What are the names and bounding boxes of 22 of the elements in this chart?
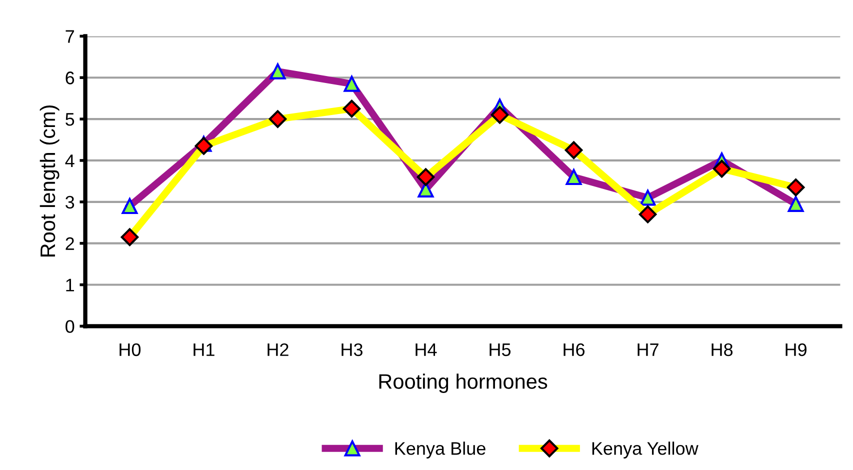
- y-axis-title: Root length (cm): [40, 105, 60, 256]
- y-tick-label: 2: [66, 237, 74, 250]
- x-tick-label: H5: [490, 344, 511, 356]
- x-tick-label: H8: [712, 343, 733, 356]
- y-tick-label: 7: [66, 30, 74, 43]
- x-axis-title: Rooting hormones: [379, 374, 548, 393]
- y-tick-label: 6: [66, 72, 74, 84]
- x-tick-label: H7: [638, 344, 658, 356]
- x-tick-label: H3: [342, 343, 362, 356]
- legend-label: Kenya Blue: [395, 442, 486, 458]
- x-tick-label: H1: [194, 344, 214, 356]
- x-tick-label: H0: [120, 343, 141, 356]
- y-tick-label: 5: [66, 113, 74, 126]
- y-tick-label: 1: [66, 278, 74, 292]
- x-tick-label: H4: [416, 344, 437, 356]
- y-tick-label: 0: [66, 320, 74, 333]
- x-tick-label: H6: [564, 343, 585, 356]
- y-tick-label: 3: [66, 196, 74, 209]
- y-tick-label: 4: [65, 154, 74, 168]
- x-tick-label: H2: [268, 343, 288, 356]
- x-tick-label: H9: [786, 343, 806, 356]
- legend-label: Kenya Yellow: [592, 442, 698, 458]
